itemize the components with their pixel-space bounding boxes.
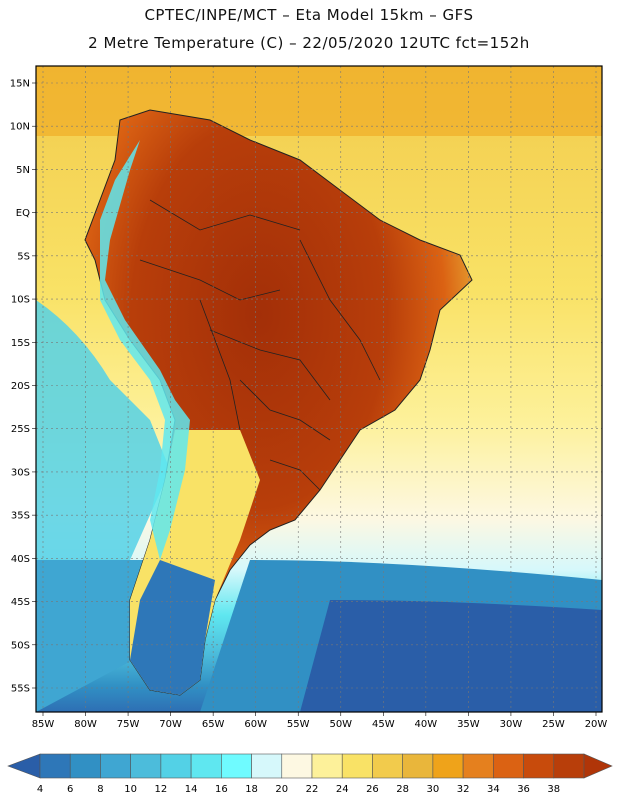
colorbar-segment [523,753,555,779]
map-frame [35,65,603,713]
lat-label: 10N [10,122,30,133]
lon-label: 20W [585,719,608,730]
colorbar-tick-label: 14 [185,784,198,795]
colorbar-segment [39,753,71,779]
lon-label: 50W [329,719,352,730]
lon-label: 75W [117,719,140,730]
colorbar-segment [553,753,585,779]
graticule [32,66,602,716]
colorbar-segment [100,753,131,779]
colorbar-segment [341,753,373,779]
lon-label: 40W [415,719,438,730]
atlantic-coldest [300,600,602,712]
colorbar-high-arrow [583,753,613,779]
lat-label: 10S [11,295,30,306]
lat-label: 20S [11,381,30,392]
map-field [36,66,602,712]
lat-label: 30S [11,467,30,478]
pacific-cool [36,300,170,600]
colorbar-tick-label: 30 [427,784,440,795]
colorbar-tick-label: 38 [547,784,560,795]
colorbar-tick-label: 6 [67,784,73,795]
colorbar-segment [281,753,313,779]
title-line-1: CPTEC/INPE/MCT – Eta Model 15km – GFS [144,6,474,24]
lat-label: 15S [11,338,30,349]
lat-label: EQ [16,208,30,219]
lon-label: 45W [372,719,395,730]
colorbar-segment [402,753,434,779]
lon-label: 30W [500,719,523,730]
lon-label: 35W [457,719,480,730]
colorbar-segment [160,753,192,779]
country-borders [139,199,381,491]
andes-cold [100,140,190,560]
title-line-2: 2 Metre Temperature (C) – 22/05/2020 12U… [88,34,530,52]
lon-label: 55W [287,719,310,730]
latitude-labels: 15N 10N 5N EQ 5S 10S 15S 20S 25S 30S 35S 40S 45S 50S 5… [10,79,30,695]
patagonia-cold [130,560,215,695]
colorbar-tick-label: 26 [366,784,379,795]
lat-label: 50S [11,640,30,651]
colorbar-segment [69,753,101,779]
lon-label: 85W [32,719,55,730]
colorbar-segment [130,753,162,779]
colorbar-tick-label: 28 [396,784,409,795]
colorbar-segment [493,753,524,779]
lat-label: 55S [11,684,30,695]
colorbar-segment [311,753,343,779]
lat-label: 15N [10,79,30,90]
colorbar-tick-label: 24 [336,784,349,795]
lon-label: 70W [159,719,182,730]
lon-label: 60W [244,719,267,730]
colorbar-segment [432,753,464,779]
lat-label: 5S [17,251,30,262]
colorbar-tick-label: 20 [275,784,288,795]
lon-label: 80W [74,719,97,730]
colorbar-segment [190,753,222,779]
colorbar-tick-label: 8 [97,784,103,795]
colorbar-low-arrow [7,753,41,779]
lat-label: 40S [11,554,30,565]
colorbar-segment [251,753,283,779]
lon-label: 65W [202,719,225,730]
colorbar-tick-label: 16 [215,784,228,795]
colorbar-tick-label: 10 [124,784,137,795]
colorbar-tick-label: 22 [306,784,319,795]
colorbar-segment [462,753,494,779]
colorbar-tick-label: 12 [155,784,168,795]
lat-label: 25S [11,424,30,435]
lat-label: 45S [11,597,30,608]
lat-label: 5N [16,165,30,176]
longitude-labels: 85W 80W 75W 70W 65W 60W 55W 50W 45W 40W 35W 30W 25W 2… [32,719,608,730]
colorbar-tick-label: 32 [457,784,470,795]
colorbar-tick-label: 4 [37,784,43,795]
colorbar-tick-label: 34 [487,784,500,795]
colorbar-segment [372,753,403,779]
lon-label: 25W [542,719,565,730]
colorbar-segment [221,753,252,779]
colorbar-tick-label: 36 [517,784,530,795]
lat-label: 35S [11,511,30,522]
colorbar-tick-label: 18 [245,784,258,795]
